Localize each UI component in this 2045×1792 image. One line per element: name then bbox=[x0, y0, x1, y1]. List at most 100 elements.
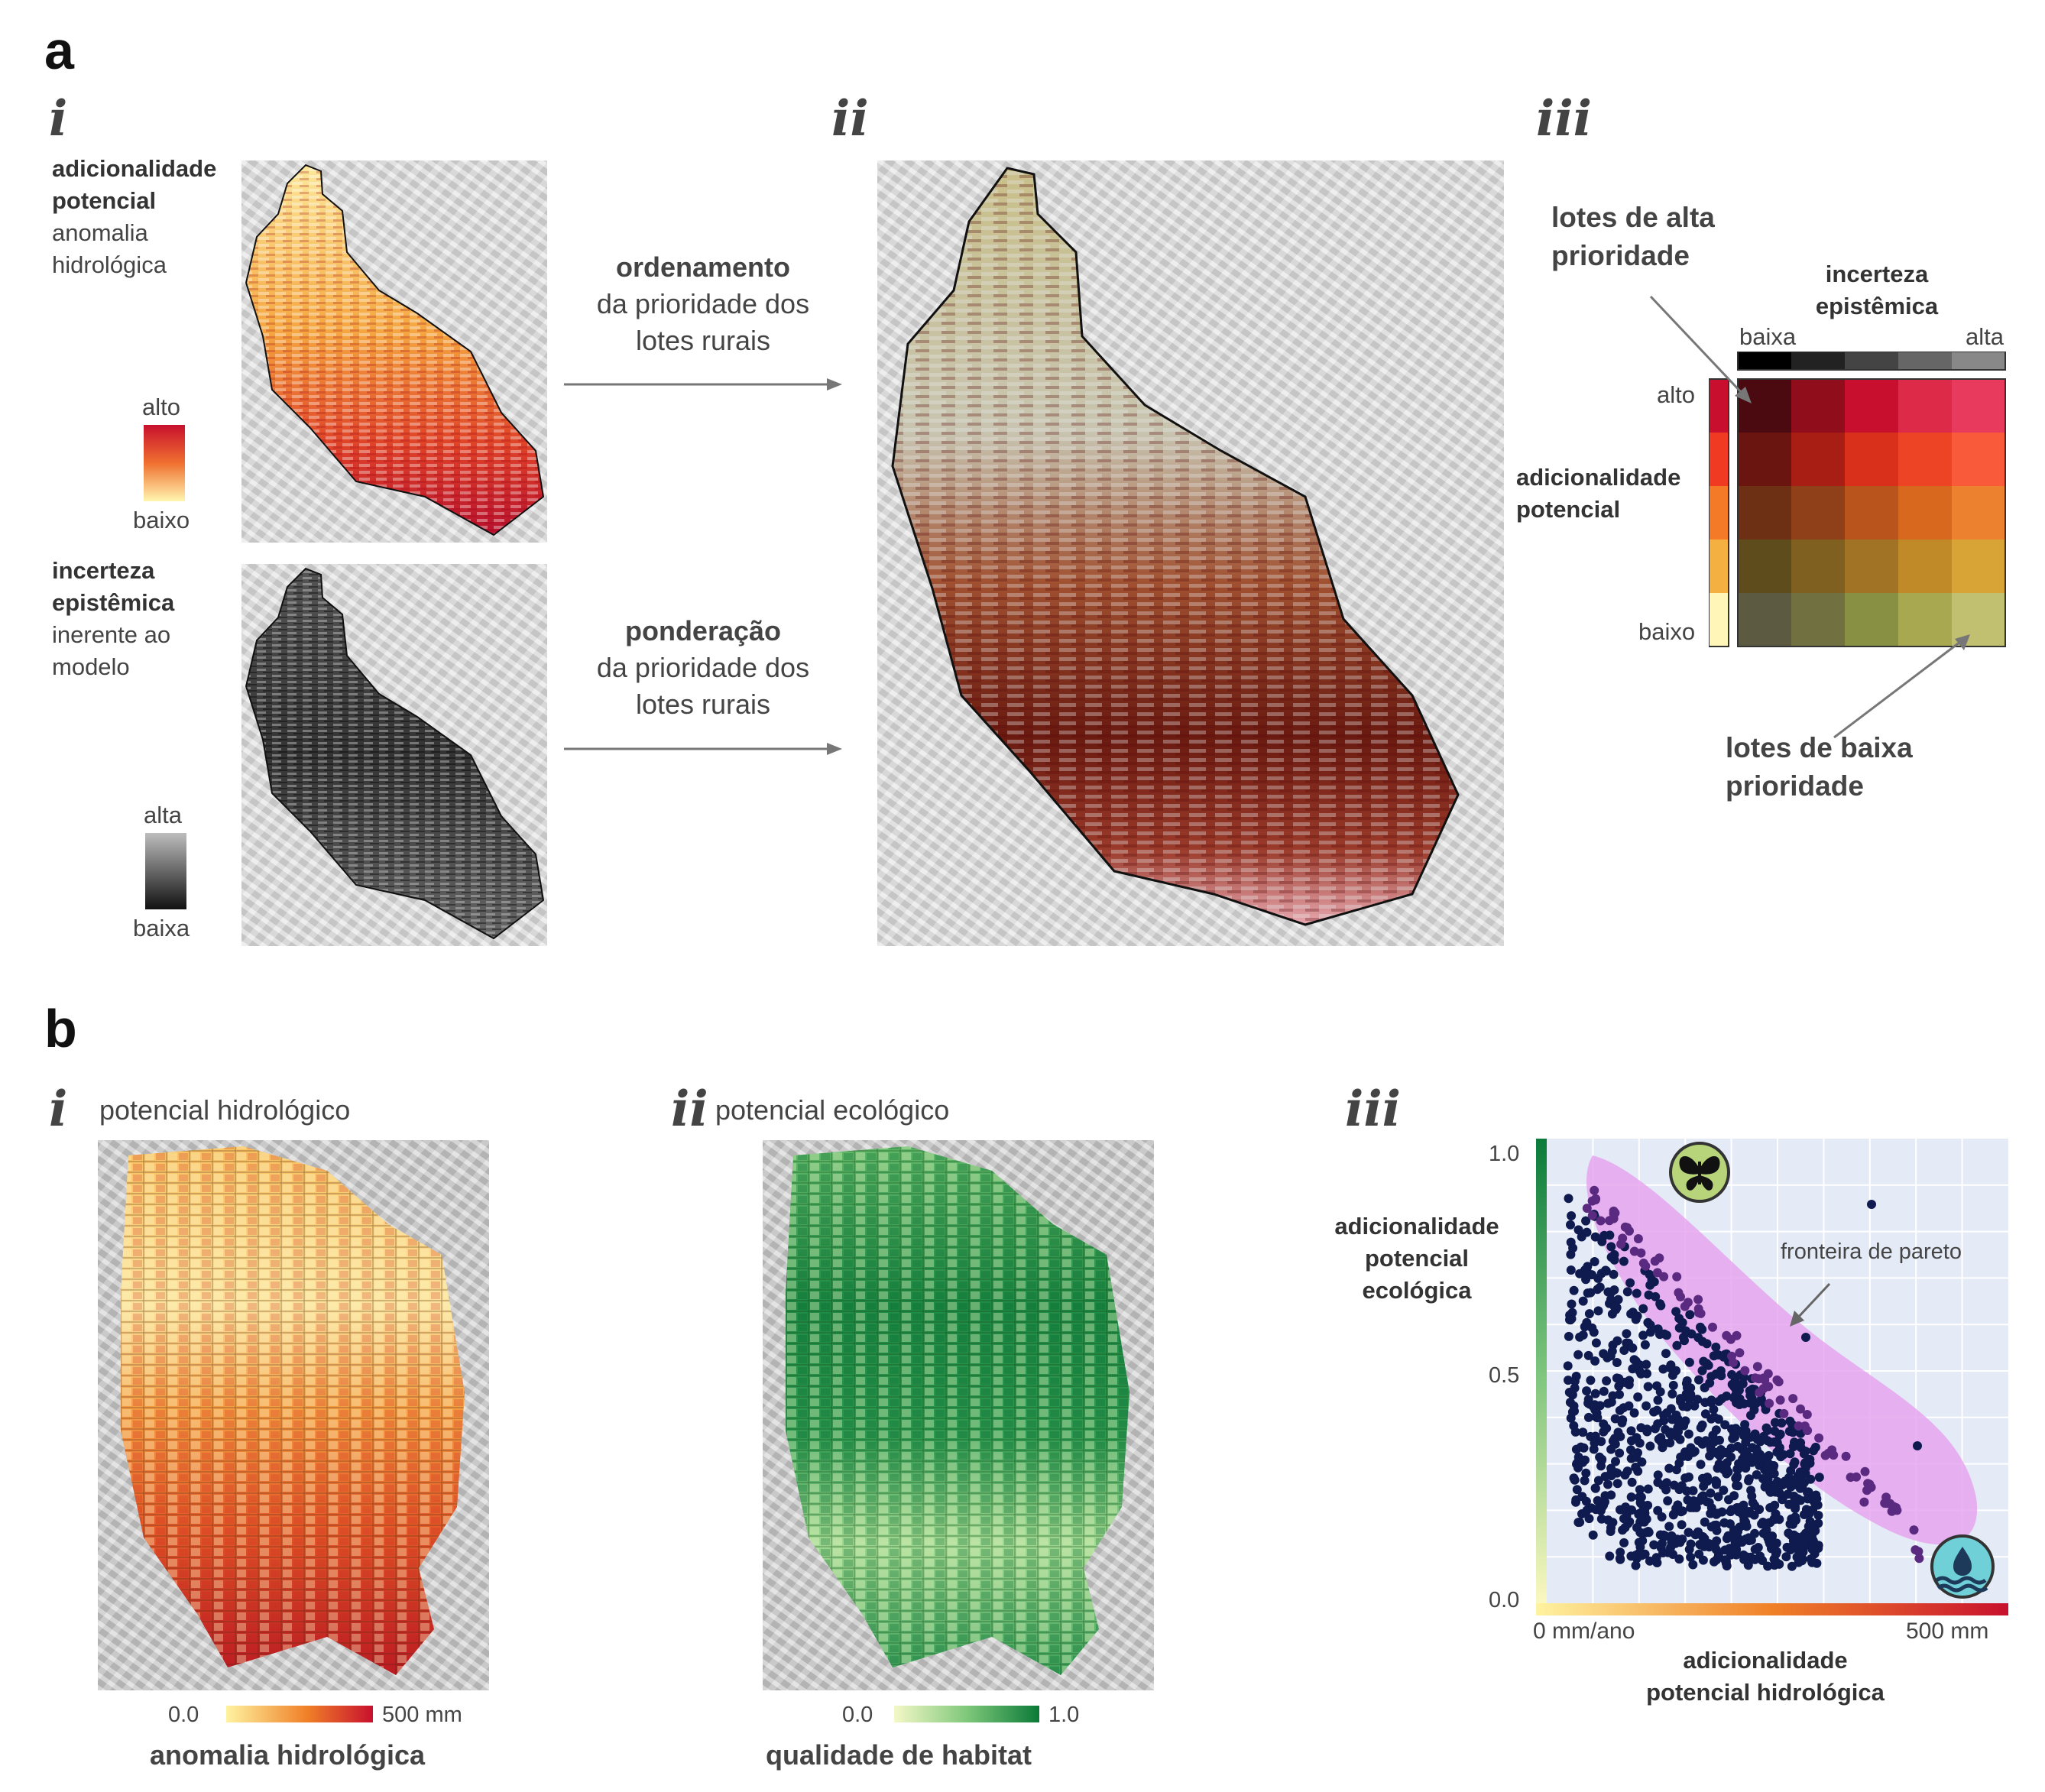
scatter-point bbox=[1661, 1349, 1671, 1359]
bivariate-cell bbox=[1845, 593, 1898, 646]
scatter-point bbox=[1841, 1451, 1851, 1461]
legend-arrows bbox=[1649, 295, 1970, 739]
bivariate-cell bbox=[1898, 433, 1952, 486]
panel-b-letter: b bbox=[44, 999, 77, 1058]
x-low-label: baixa bbox=[1739, 323, 1797, 350]
scatter-point bbox=[1708, 1322, 1717, 1332]
scatter-point bbox=[1803, 1488, 1813, 1498]
scatter-point bbox=[1716, 1366, 1726, 1376]
scatter-point bbox=[1696, 1460, 1706, 1470]
scatter-point bbox=[1569, 1285, 1579, 1295]
eco-cbar bbox=[894, 1706, 1039, 1722]
scatter-point bbox=[1913, 1441, 1922, 1450]
scatter-point bbox=[1633, 1392, 1643, 1402]
scatter-point bbox=[1635, 1528, 1645, 1538]
scatter-point bbox=[1662, 1478, 1671, 1488]
scatter-point bbox=[1675, 1434, 1685, 1444]
bivariate-cell bbox=[1845, 486, 1898, 540]
scatter-point bbox=[1581, 1216, 1591, 1226]
scatter-point bbox=[1788, 1519, 1798, 1529]
scatter-point bbox=[1645, 1441, 1655, 1451]
scatter-point bbox=[1577, 1509, 1586, 1518]
scatter-point bbox=[1593, 1495, 1603, 1505]
scatter-point bbox=[1653, 1505, 1663, 1515]
scatter-point bbox=[1622, 1287, 1632, 1297]
scatter-y-title-2: potencial bbox=[1364, 1245, 1470, 1272]
pareto-annotation: fronteira de pareto bbox=[1781, 1239, 1962, 1264]
scatter-point bbox=[1700, 1541, 1710, 1551]
scatter-point bbox=[1643, 1527, 1653, 1536]
scatter-point bbox=[1628, 1364, 1638, 1374]
scatter-point bbox=[1649, 1540, 1659, 1550]
scatter-point bbox=[1596, 1216, 1606, 1226]
scatter-point bbox=[1712, 1477, 1722, 1486]
scatter-point bbox=[1564, 1331, 1573, 1341]
scatter-point bbox=[1673, 1423, 1683, 1433]
scatter-point bbox=[1733, 1527, 1742, 1537]
scatter-point bbox=[1603, 1515, 1613, 1525]
hydro-anomaly-label-block: adicionalidade potencial anomalia hidrol… bbox=[52, 153, 216, 281]
scatter-point bbox=[1615, 1405, 1625, 1415]
bivariate-cell bbox=[1898, 593, 1952, 646]
scatter-point bbox=[1622, 1466, 1632, 1476]
scatter-point bbox=[1729, 1491, 1739, 1501]
scatter-point bbox=[1583, 1395, 1593, 1405]
scatter-point bbox=[1763, 1425, 1772, 1435]
scatter-x-title-1: adicionalidade bbox=[1683, 1647, 1848, 1674]
scatter-point bbox=[1642, 1424, 1652, 1434]
scatter-point bbox=[1827, 1445, 1837, 1455]
uncert-title-2: epistêmica bbox=[52, 589, 175, 616]
scatter-point bbox=[1570, 1475, 1580, 1485]
scatter-point bbox=[1732, 1464, 1742, 1474]
bivariate-cell bbox=[1845, 433, 1898, 486]
ordering-line3: lotes rurais bbox=[635, 325, 771, 356]
scatter-point bbox=[1612, 1336, 1622, 1346]
scatter-point bbox=[1750, 1373, 1760, 1383]
scatter-point bbox=[1570, 1427, 1580, 1437]
priority-map bbox=[877, 160, 1504, 946]
uncert-legend-low: baixa bbox=[133, 915, 190, 941]
scatter-point bbox=[1669, 1509, 1679, 1519]
scatter-point bbox=[1772, 1437, 1782, 1447]
bivariate-cell bbox=[1952, 540, 2005, 593]
scatter-point bbox=[1796, 1404, 1805, 1414]
scatter-point bbox=[1674, 1485, 1684, 1495]
scatter-point bbox=[1567, 1308, 1577, 1317]
scatter-point bbox=[1677, 1520, 1687, 1530]
scatter-point bbox=[1820, 1450, 1830, 1460]
scatter-point bbox=[1771, 1549, 1781, 1559]
scatter-point bbox=[1806, 1474, 1816, 1484]
scatter-point bbox=[1674, 1554, 1684, 1564]
scatter-point bbox=[1671, 1410, 1681, 1420]
pareto-scatter bbox=[1536, 1139, 2008, 1615]
ordering-line2: da prioridade dos bbox=[596, 288, 810, 319]
panel-b-i-numeral: i bbox=[49, 1081, 68, 1138]
bivariate-cell bbox=[1738, 593, 1791, 646]
uncertainty-bar bbox=[1737, 352, 2006, 371]
scatter-point bbox=[1622, 1329, 1632, 1339]
panel-a-iii-numeral: iii bbox=[1536, 90, 1592, 147]
scatter-point bbox=[1745, 1552, 1755, 1562]
scatter-point bbox=[1673, 1500, 1683, 1510]
scatter-point bbox=[1710, 1412, 1719, 1422]
scatter-point bbox=[1609, 1206, 1619, 1216]
scatter-point bbox=[1738, 1379, 1748, 1389]
weighting-line2: da prioridade dos bbox=[596, 652, 810, 683]
scatter-point bbox=[1781, 1552, 1791, 1562]
scatter-point bbox=[1696, 1322, 1705, 1332]
low-priority-2: prioridade bbox=[1726, 770, 1864, 802]
scatter-point bbox=[1618, 1233, 1628, 1243]
scatter-point bbox=[1577, 1232, 1586, 1242]
scatter-point bbox=[1603, 1398, 1613, 1408]
scatter-point bbox=[1666, 1430, 1676, 1440]
y-tick-05: 0.5 bbox=[1489, 1363, 1520, 1388]
scatter-point bbox=[1627, 1477, 1637, 1487]
scatter-point bbox=[1597, 1236, 1607, 1246]
bivariate-legend bbox=[1709, 352, 2006, 647]
scatter-point bbox=[1596, 1269, 1606, 1278]
scatter-point bbox=[1764, 1382, 1774, 1392]
scatter-point bbox=[1744, 1474, 1754, 1484]
scatter-point bbox=[1629, 1408, 1639, 1418]
scatter-y-title: adicionalidade potencial ecológica bbox=[1299, 1210, 1535, 1307]
hydro-cbar-min: 0.0 bbox=[168, 1703, 199, 1727]
